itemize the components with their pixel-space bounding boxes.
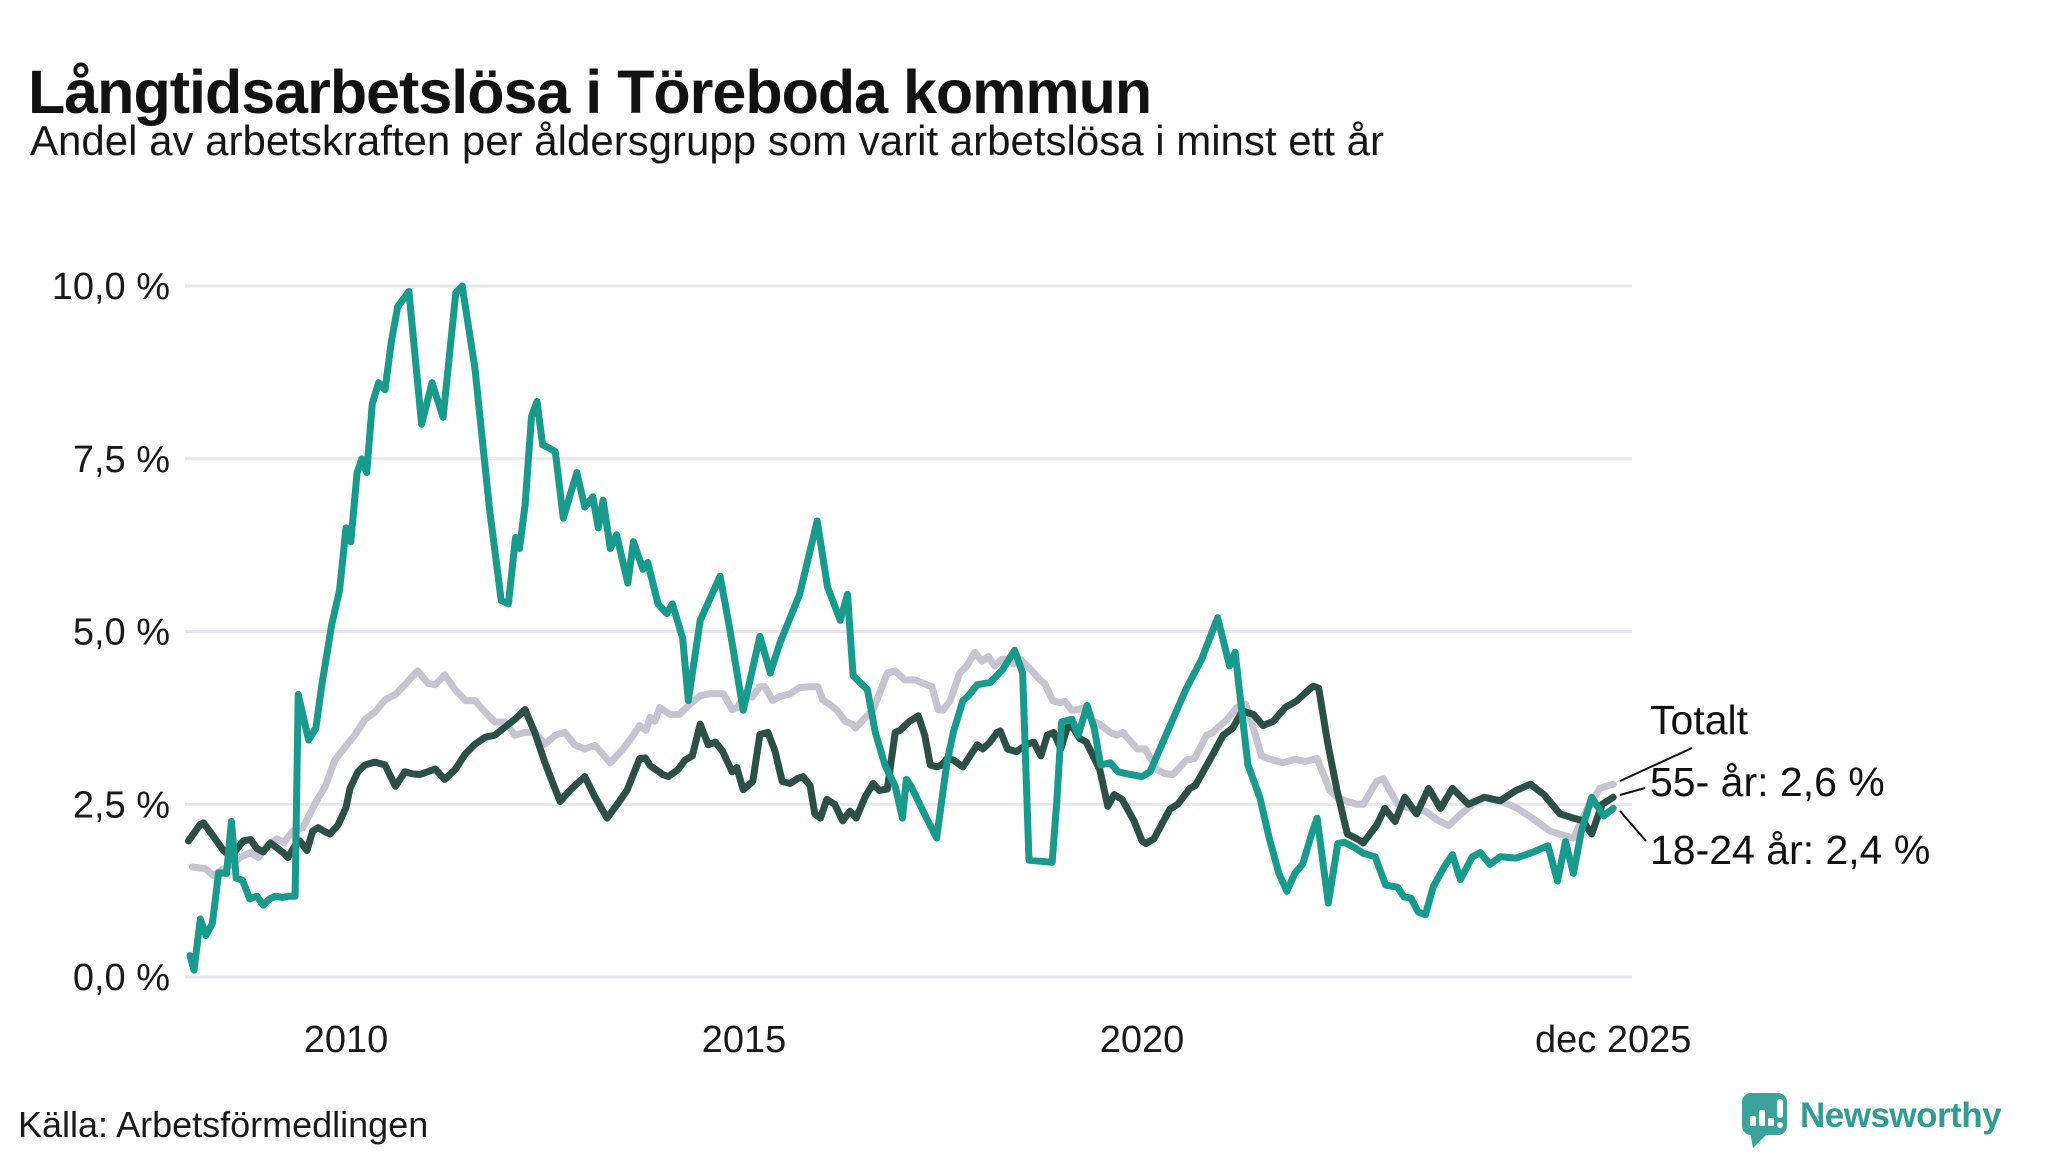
series-line-18-24-r xyxy=(186,282,1617,974)
newsworthy-bubble-icon xyxy=(1742,1093,1787,1148)
y-axis-tick-label: 10,0 % xyxy=(52,266,170,308)
y-axis-tick-label: 0,0 % xyxy=(73,957,170,999)
x-axis-tick-label: 2010 xyxy=(304,1019,389,1061)
series-end-label: Totalt xyxy=(1650,697,1749,743)
x-axis-tick-label: 2015 xyxy=(702,1019,787,1061)
source-note: Källa: Arbetsförmedlingen xyxy=(18,1104,429,1145)
page-subtitle: Andel av arbetskraften per åldersgrupp s… xyxy=(30,117,1384,164)
series-end-label: 18-24 år: 2,4 % xyxy=(1650,827,1930,873)
annotation-leader-line xyxy=(1619,747,1693,782)
x-axis-tick-label: dec 2025 xyxy=(1535,1019,1691,1061)
y-axis-tick-label: 7,5 % xyxy=(73,439,170,481)
series-line-55-r xyxy=(184,682,1617,861)
annotation-leader-line xyxy=(1619,787,1646,796)
newsworthy-logo: Newsworthy xyxy=(1742,1093,2003,1148)
y-axis-tick-label: 5,0 % xyxy=(73,612,170,654)
page-title: Långtidsarbetslösa i Töreboda kommun xyxy=(28,57,1152,126)
x-axis-tick-label: 2020 xyxy=(1100,1019,1185,1061)
annotation-leader-line xyxy=(1619,810,1647,842)
series-line-totalt xyxy=(188,648,1617,879)
y-axis-tick-label: 2,5 % xyxy=(73,784,170,826)
newsworthy-wordmark: Newsworthy xyxy=(1800,1096,2002,1135)
series-end-label: 55- år: 2,6 % xyxy=(1650,759,1885,805)
